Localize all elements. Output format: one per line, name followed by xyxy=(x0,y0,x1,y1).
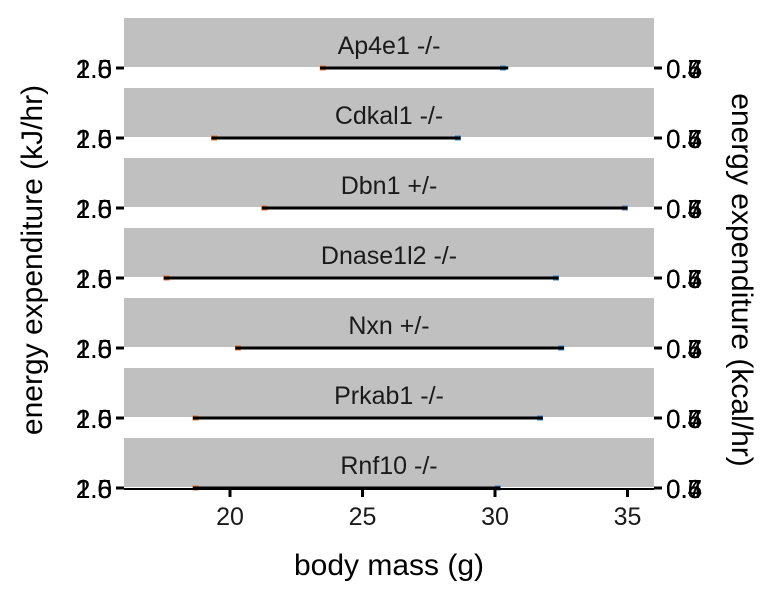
left-tick-label: 1.5 xyxy=(76,54,112,84)
facet-strip xyxy=(124,368,654,417)
facet-panel: Ap4e1 -/- 2.62.01.5 0.70.60.50.4 xyxy=(76,18,702,84)
right-tick-label: 0.4 xyxy=(666,404,702,434)
facet-strip-label: Nxn +/- xyxy=(348,312,429,340)
right-tick-label: 0.6 xyxy=(666,334,702,364)
left-tick-label: 1.5 xyxy=(76,474,112,504)
facet-panel: Rnf10 -/- 2.62.01.5 0.70.60.50.4 xyxy=(76,438,702,504)
facet-strip-label: Rnf10 -/- xyxy=(340,452,437,480)
right-tick-label: 0.4 xyxy=(666,264,702,294)
right-tick-label: 0.4 xyxy=(666,124,702,154)
right-tick-label: 0.6 xyxy=(666,124,702,154)
left-tick-label: 2.0 xyxy=(76,474,112,504)
x-axis-label: body mass (g) xyxy=(294,549,484,582)
right-tick-label: 0.5 xyxy=(666,194,702,224)
left-tick-label: 2.0 xyxy=(76,404,112,434)
left-tick-label: 1.5 xyxy=(76,334,112,364)
right-tick-label: 0.5 xyxy=(666,54,702,84)
right-tick-label: 0.7 xyxy=(666,404,702,434)
left-tick-label: 2.6 xyxy=(76,474,112,504)
facet-strip-label: Cdkal1 -/- xyxy=(335,102,443,130)
right-tick-label: 0.7 xyxy=(666,194,702,224)
left-tick-label: 1.5 xyxy=(76,124,112,154)
left-tick-label: 2.6 xyxy=(76,124,112,154)
right-tick-label: 0.7 xyxy=(666,264,702,294)
right-tick-label: 0.4 xyxy=(666,334,702,364)
left-tick-label: 2.0 xyxy=(76,194,112,224)
right-tick-label: 0.6 xyxy=(666,54,702,84)
right-tick-label: 0.6 xyxy=(666,474,702,504)
left-tick-label: 2.0 xyxy=(76,54,112,84)
facet-strip-label: Ap4e1 -/- xyxy=(338,32,441,60)
right-tick-label: 0.7 xyxy=(666,334,702,364)
right-tick-label: 0.4 xyxy=(666,194,702,224)
facet-strip xyxy=(124,438,654,487)
facet-strip xyxy=(124,18,654,67)
left-tick-label: 2.0 xyxy=(76,334,112,364)
right-tick-label: 0.7 xyxy=(666,474,702,504)
left-tick-label: 1.5 xyxy=(76,264,112,294)
facet-panel: Dnase1l2 -/- 2.62.01.5 0.70.60.50.4 xyxy=(76,228,702,294)
right-y-axis-label: energy expenditure (kcal/hr) xyxy=(725,93,758,467)
x-tick-label: 30 xyxy=(481,503,509,531)
left-tick-label: 2.0 xyxy=(76,264,112,294)
right-tick-label: 0.6 xyxy=(666,404,702,434)
right-tick-label: 0.5 xyxy=(666,404,702,434)
right-tick-label: 0.5 xyxy=(666,124,702,154)
right-tick-label: 0.5 xyxy=(666,334,702,364)
x-tick-label: 25 xyxy=(349,503,377,531)
left-tick-label: 1.5 xyxy=(76,194,112,224)
x-tick-label: 20 xyxy=(216,503,244,531)
left-tick-label: 2.6 xyxy=(76,54,112,84)
facet-panel: Dbn1 +/- 2.62.01.5 0.70.60.50.4 xyxy=(76,158,702,224)
facet-panel: Nxn +/- 2.62.01.5 0.70.60.50.4 xyxy=(76,298,702,364)
facet-panel: Prkab1 -/- 2.62.01.5 0.70.60.50.4 xyxy=(76,368,702,434)
left-tick-label: 2.6 xyxy=(76,404,112,434)
right-tick-label: 0.6 xyxy=(666,264,702,294)
left-tick-label: 2.6 xyxy=(76,334,112,364)
right-tick-label: 0.7 xyxy=(666,124,702,154)
right-tick-label: 0.5 xyxy=(666,264,702,294)
facet-panel: Cdkal1 -/- 2.62.01.5 0.70.60.50.4 xyxy=(76,88,702,154)
facet-strip xyxy=(124,228,654,277)
left-tick-label: 2.0 xyxy=(76,124,112,154)
facet-strip-label: Dbn1 +/- xyxy=(341,172,438,200)
right-tick-label: 0.4 xyxy=(666,54,702,84)
x-axis: 20 25 30 35 xyxy=(124,488,654,531)
facet-strip-label: Prkab1 -/- xyxy=(334,382,444,410)
left-tick-label: 2.6 xyxy=(76,194,112,224)
facet-strip xyxy=(124,158,654,207)
left-tick-label: 1.5 xyxy=(76,404,112,434)
right-tick-label: 0.5 xyxy=(666,474,702,504)
facet-strip xyxy=(124,298,654,347)
x-tick-label: 35 xyxy=(614,503,642,531)
facet-strip-label: Dnase1l2 -/- xyxy=(321,242,457,270)
left-tick-label: 2.6 xyxy=(76,264,112,294)
right-tick-label: 0.4 xyxy=(666,474,702,504)
right-tick-label: 0.6 xyxy=(666,194,702,224)
right-tick-label: 0.7 xyxy=(666,54,702,84)
facet-strip xyxy=(124,88,654,137)
left-y-axis-label: energy expenditure (kJ/hr) xyxy=(16,85,49,435)
